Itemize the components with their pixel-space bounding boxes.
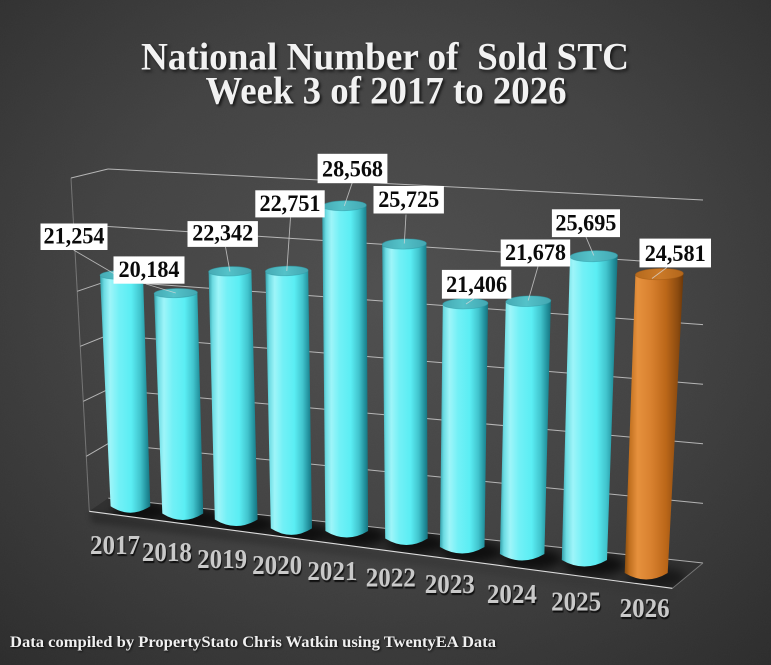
- svg-text:22,342: 22,342: [192, 220, 253, 245]
- svg-text:2020: 2020: [252, 550, 302, 580]
- svg-text:2026: 2026: [620, 593, 670, 623]
- svg-text:28,568: 28,568: [322, 157, 383, 182]
- svg-text:2024: 2024: [487, 579, 537, 609]
- svg-text:Data compiled by PropertyStato: Data compiled by PropertyStato Chris Wat…: [10, 634, 496, 651]
- svg-text:21,254: 21,254: [44, 224, 105, 249]
- svg-text:2019: 2019: [197, 544, 247, 574]
- svg-text:Week 3 of 2017 to 2026: Week 3 of 2017 to 2026: [206, 70, 567, 113]
- svg-text:2018: 2018: [142, 537, 192, 567]
- svg-text:National Number of Sold STC: National Number of Sold STC: [141, 36, 629, 79]
- svg-text:21,406: 21,406: [446, 272, 507, 297]
- svg-text:25,725: 25,725: [378, 187, 439, 212]
- svg-text:2025: 2025: [551, 586, 601, 616]
- svg-text:21,678: 21,678: [505, 240, 566, 265]
- svg-text:2017: 2017: [90, 530, 140, 560]
- svg-text:2021: 2021: [307, 556, 357, 586]
- svg-text:20,184: 20,184: [119, 257, 180, 282]
- svg-text:2023: 2023: [425, 569, 475, 599]
- svg-text:22,751: 22,751: [260, 191, 321, 216]
- svg-text:25,695: 25,695: [555, 211, 616, 236]
- svg-text:2022: 2022: [366, 563, 416, 593]
- svg-text:24,581: 24,581: [645, 241, 706, 266]
